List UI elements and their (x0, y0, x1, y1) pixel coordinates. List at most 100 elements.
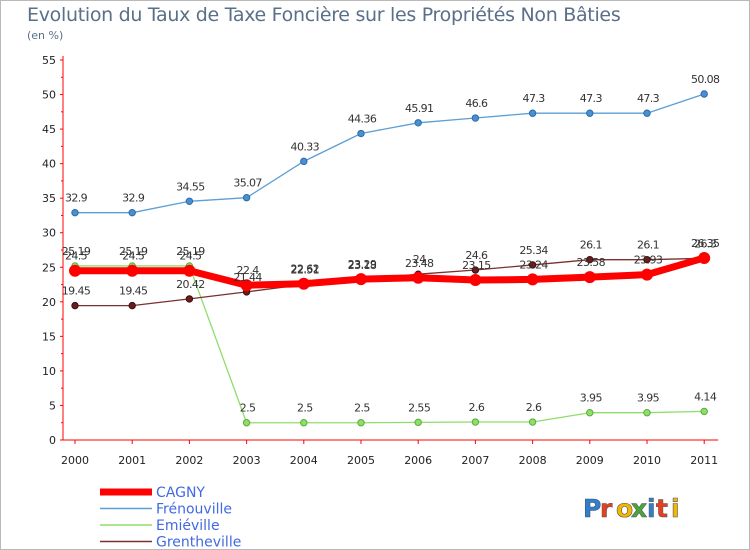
data-label: 47.3 (523, 92, 546, 105)
data-point (643, 109, 651, 117)
data-label: 2.5 (354, 402, 370, 415)
x-tick-label: 2007 (461, 454, 489, 467)
data-label: 34.55 (176, 180, 205, 193)
data-label: 45.91 (405, 102, 434, 115)
data-point (700, 90, 708, 98)
y-tick-label: 45 (42, 123, 56, 136)
data-label: 32.9 (65, 192, 88, 205)
data-label: 3.95 (637, 392, 660, 405)
y-tick-label: 5 (49, 399, 56, 412)
data-point (242, 419, 251, 427)
data-point (586, 409, 594, 417)
data-point (297, 277, 310, 290)
x-tick-label: 2001 (118, 454, 146, 467)
data-label: 2.6 (526, 401, 542, 414)
data-label: 2.6 (469, 401, 485, 414)
data-label: 23.24 (519, 258, 548, 271)
data-label: 47.3 (637, 92, 660, 105)
data-label: 4.14 (694, 390, 717, 403)
y-tick-label: 10 (42, 365, 56, 378)
series-line-emiville (75, 265, 705, 424)
y-tick-label: 20 (42, 296, 56, 309)
data-point (355, 273, 367, 286)
data-label: 25.34 (519, 244, 548, 257)
x-tick-label: 2010 (633, 454, 661, 467)
legend-label: Emiéville (156, 518, 220, 534)
data-label: 46.6 (465, 97, 488, 110)
x-tick-label: 2002 (175, 454, 203, 467)
data-point (185, 295, 194, 303)
data-label: 24.5 (122, 250, 145, 263)
data-label: 23.48 (405, 257, 434, 270)
data-point (128, 301, 136, 310)
data-label: 23.15 (462, 259, 491, 272)
data-label: 23.18 (348, 259, 377, 272)
data-point (185, 197, 194, 205)
data-point (69, 264, 81, 277)
y-tick-label: 25 (42, 261, 56, 274)
data-point (586, 109, 594, 117)
x-tick-label: 2000 (61, 454, 89, 467)
data-label: 26.3 (694, 237, 717, 250)
data-point (526, 273, 539, 286)
y-tick-label: 40 (42, 158, 56, 171)
brand-logo-letter: i (671, 494, 680, 523)
data-point (583, 271, 596, 284)
x-tick-label: 2006 (404, 454, 432, 467)
legend-label: Grentheville (156, 535, 241, 550)
data-point (300, 419, 308, 427)
data-label: 24.5 (65, 250, 88, 263)
y-tick-label: 0 (49, 434, 56, 447)
data-point (643, 409, 651, 417)
chart-title: Evolution du Taux de Taxe Foncière sur l… (27, 4, 621, 26)
data-label: 23.29 (348, 258, 377, 271)
y-tick-label: 35 (42, 192, 56, 205)
brand-logo-letter: t (656, 494, 668, 523)
data-label: 47.3 (580, 92, 603, 105)
data-label: 35.07 (233, 177, 262, 190)
data-point (128, 208, 136, 217)
data-point (471, 114, 480, 122)
data-point (641, 268, 653, 281)
x-tick-label: 2011 (690, 454, 718, 467)
data-label: 40.33 (291, 140, 320, 153)
data-label: 3.95 (580, 392, 603, 405)
data-label: 25.19 (62, 245, 91, 258)
data-label: 21.44 (233, 271, 262, 284)
data-point (471, 418, 480, 426)
data-label: 26.35 (691, 237, 720, 250)
data-point (528, 418, 537, 426)
brand-logo-letter: x (631, 494, 647, 523)
data-point (528, 261, 537, 269)
data-label: 24.6 (465, 249, 488, 262)
data-label: 23.93 (634, 254, 663, 267)
brand-logo-letter: i (647, 494, 656, 523)
data-point (71, 301, 79, 310)
data-point (700, 407, 708, 416)
data-label: 19.45 (62, 285, 91, 298)
data-label: 22.62 (291, 263, 320, 276)
x-tick-label: 2004 (290, 454, 318, 467)
data-point (71, 208, 79, 217)
y-tick-label: 55 (42, 54, 56, 67)
legend-label: CAGNY (156, 485, 205, 501)
data-label: 26.1 (580, 239, 602, 252)
brand-logo-letter: P (583, 494, 601, 523)
data-label: 23.58 (577, 256, 606, 269)
data-point (357, 419, 365, 427)
data-label: 50.08 (691, 73, 720, 86)
data-point (471, 266, 480, 274)
data-label: 2.5 (297, 402, 313, 415)
data-label: 20.42 (176, 278, 205, 291)
data-point (242, 193, 251, 202)
data-label: 2.55 (408, 401, 431, 414)
data-point (240, 279, 253, 292)
data-point (643, 255, 651, 264)
x-tick-label: 2005 (347, 454, 375, 467)
legend-label: Frénouville (156, 502, 232, 518)
data-label: 24 (413, 253, 426, 266)
data-label: 26.1 (637, 239, 659, 252)
data-point (183, 264, 196, 277)
data-point (357, 129, 365, 138)
